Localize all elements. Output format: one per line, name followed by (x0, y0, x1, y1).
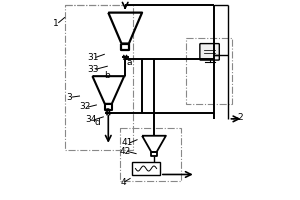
Text: 31: 31 (88, 53, 99, 62)
Text: b: b (104, 71, 110, 80)
Text: c: c (105, 106, 110, 115)
Text: 2: 2 (238, 113, 243, 122)
Text: 33: 33 (88, 65, 99, 74)
Text: 3: 3 (67, 93, 72, 102)
Text: 42: 42 (119, 147, 131, 156)
Bar (120, 128, 181, 181)
Text: 1: 1 (53, 19, 58, 28)
Text: 4: 4 (120, 178, 126, 187)
Text: 32: 32 (80, 102, 91, 111)
Text: d: d (94, 118, 100, 127)
Bar (186, 38, 232, 104)
Text: a: a (126, 58, 132, 67)
Bar (132, 162, 160, 175)
Text: 41: 41 (122, 138, 133, 147)
Text: 34: 34 (86, 115, 97, 124)
Bar (64, 5, 133, 150)
FancyBboxPatch shape (200, 44, 219, 60)
